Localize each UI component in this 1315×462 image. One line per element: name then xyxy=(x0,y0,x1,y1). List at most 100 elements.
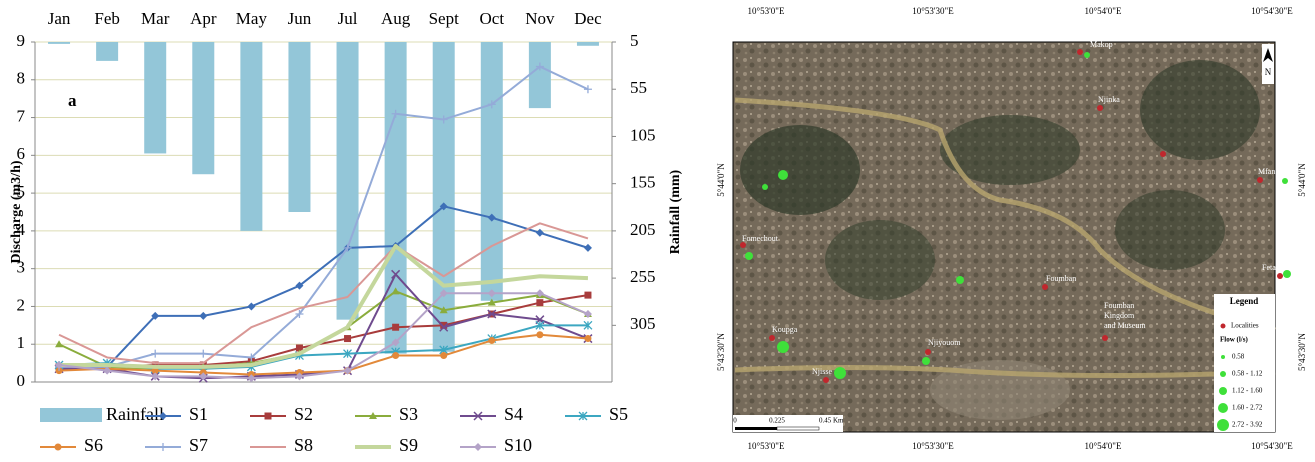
map: 10°53'0"E 10°53'30"E 10°54'0"E 10°54'30"… xyxy=(716,6,1307,451)
legend-label: 0.58 - 1.12 xyxy=(1232,370,1263,378)
legend-label: S2 xyxy=(294,404,313,424)
marker xyxy=(392,352,400,360)
latitude-label: 5°44'0"N xyxy=(1297,163,1307,197)
y-tick-label: 7 xyxy=(17,106,26,125)
marker xyxy=(343,349,353,359)
marker xyxy=(535,62,544,71)
marker xyxy=(439,306,448,314)
locality-label: Fetain xyxy=(1262,263,1282,272)
legend-label: S6 xyxy=(84,435,103,455)
legend-marker xyxy=(1221,355,1225,359)
marker xyxy=(440,352,448,360)
rainfall-bar xyxy=(432,42,455,352)
station xyxy=(777,341,789,353)
legend-marker xyxy=(1217,419,1229,431)
vegetation xyxy=(1115,190,1225,270)
marker xyxy=(247,302,256,311)
marker xyxy=(535,289,544,298)
legend-label: 1.12 - 1.60 xyxy=(1232,387,1263,395)
locality-label: and Museum xyxy=(1104,321,1146,330)
y-tick-label: 8 xyxy=(17,69,26,88)
marker xyxy=(392,323,400,331)
legend-marker xyxy=(159,412,167,420)
marker xyxy=(439,289,448,298)
locality-label: Kingdom xyxy=(1104,311,1135,320)
series-line xyxy=(58,292,589,380)
y-axis-label: Discharge (m3/h) xyxy=(9,160,24,263)
y2-tick-label: 55 xyxy=(630,78,647,97)
marker xyxy=(536,299,544,307)
rainfall-bar xyxy=(480,42,503,301)
longitude-label: 10°54'0"E xyxy=(1085,441,1122,451)
legend-marker xyxy=(159,443,167,451)
north-arrow-box xyxy=(1262,44,1274,84)
locality-dot xyxy=(925,349,931,355)
legend: Rainfall S1 S2 S3 S4 S5 S6 S7 S8 S9 S10 xyxy=(40,404,628,455)
legend-label: 2.72 - 3.92 xyxy=(1232,421,1263,429)
legend-marker xyxy=(578,411,588,421)
marker xyxy=(584,335,592,343)
series-line xyxy=(59,294,589,368)
panel-label: a xyxy=(68,91,77,110)
legend-label: S7 xyxy=(189,435,208,455)
y-tick-label: 3 xyxy=(17,258,26,277)
scale-bar xyxy=(735,427,777,430)
marker xyxy=(440,321,448,329)
vegetation xyxy=(940,115,1080,185)
marker xyxy=(535,320,545,330)
series-line xyxy=(59,324,588,370)
legend-label: S5 xyxy=(609,404,628,424)
marker xyxy=(488,336,496,344)
station xyxy=(1084,52,1090,58)
latitude-label: 5°43'30"N xyxy=(1297,333,1307,371)
series-line xyxy=(59,273,589,380)
legend-subtitle: Flow (l/s) xyxy=(1220,336,1248,344)
localities: Makop Njinka Mfanka Fomechout Foumban Fo… xyxy=(740,40,1283,383)
marker xyxy=(247,353,256,362)
rainfall-bar xyxy=(240,42,263,231)
marker xyxy=(391,269,401,279)
rainfall-bar xyxy=(144,42,167,154)
x-tick-label: Apr xyxy=(190,9,217,28)
longitude-label: 10°53'0"E xyxy=(748,6,785,16)
legend-label: S8 xyxy=(294,435,313,455)
rainfall-bar xyxy=(384,42,407,354)
marker xyxy=(583,243,592,252)
y2-tick-label: 5 xyxy=(630,31,639,50)
station xyxy=(745,252,753,260)
station xyxy=(834,367,846,379)
vegetation xyxy=(1140,60,1260,160)
north-label: N xyxy=(1265,67,1272,77)
road xyxy=(734,365,1276,379)
marker xyxy=(295,344,303,352)
legend-label: S1 xyxy=(189,404,208,424)
y-tick-label: 1 xyxy=(17,333,26,352)
longitude-label: 10°53'30"E xyxy=(912,6,954,16)
legend-label: Localities xyxy=(1231,322,1259,330)
legend-marker xyxy=(1220,323,1226,329)
locality-dot xyxy=(1077,49,1083,55)
marker xyxy=(583,320,593,330)
y2-tick-label: 255 xyxy=(630,267,656,286)
locality-label: Foumban xyxy=(1046,274,1076,283)
marker xyxy=(295,372,304,381)
x-tick-label: Jul xyxy=(338,9,358,28)
longitude-label: 10°53'0"E xyxy=(748,441,785,451)
y-tick-label: 6 xyxy=(17,144,26,163)
marker xyxy=(535,228,544,237)
legend-marker xyxy=(54,443,62,451)
rainfall-bar xyxy=(288,42,311,212)
marker xyxy=(391,338,400,347)
legend-marker xyxy=(1218,403,1228,413)
legend-label: S10 xyxy=(504,435,532,455)
y-tick-label: 4 xyxy=(17,220,26,239)
locality-dot xyxy=(1257,177,1263,183)
legend-label: 1.60 - 2.72 xyxy=(1232,404,1263,412)
locality-label: Njiyouom xyxy=(928,338,961,347)
x-tick-label: Mar xyxy=(141,9,170,28)
x-tick-label: Nov xyxy=(525,9,555,28)
y2-tick-label: 155 xyxy=(630,173,656,192)
legend-title: Legend xyxy=(1230,296,1259,306)
